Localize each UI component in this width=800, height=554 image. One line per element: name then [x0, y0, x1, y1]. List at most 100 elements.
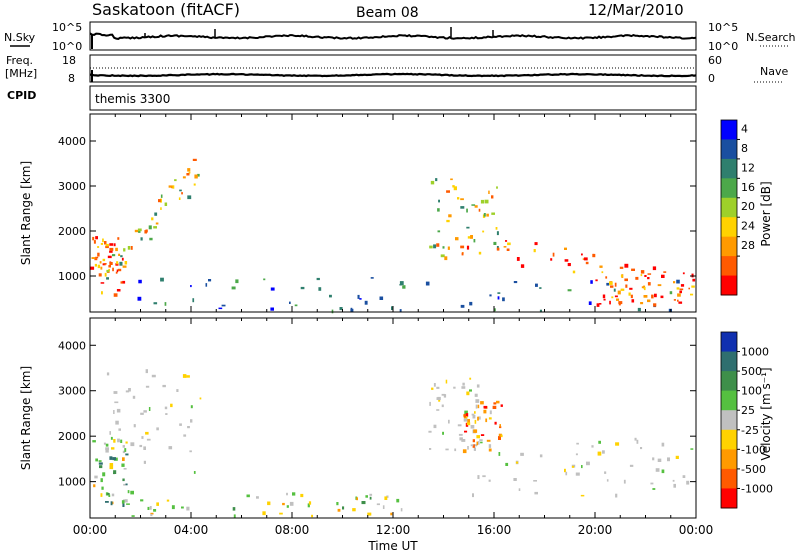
echo-cell [95, 256, 99, 259]
colorbar-tick-label: 1000 [741, 346, 769, 359]
echo-cell [149, 237, 153, 241]
echo-cell [146, 438, 151, 441]
echo-cell [165, 413, 168, 415]
echo-cell [611, 296, 614, 299]
echo-cell [615, 442, 620, 446]
echo-cell [498, 452, 501, 456]
echo-cell [602, 294, 606, 299]
echo-cell [350, 307, 353, 310]
echo-cell [123, 248, 126, 252]
echo-cell [469, 301, 473, 306]
echo-cell [109, 456, 113, 460]
echo-cell [90, 266, 95, 270]
echo-cell [337, 508, 341, 512]
echo-cell [102, 238, 104, 243]
echo-cell [595, 279, 598, 282]
echo-cell [677, 299, 679, 302]
echo-cell [453, 386, 456, 389]
echo-cell [445, 448, 449, 451]
velocity-plot-area [90, 318, 696, 518]
echo-cell [460, 245, 465, 249]
echo-cell [447, 246, 450, 250]
echo-cell [95, 236, 98, 240]
echo-cell [139, 444, 143, 448]
echo-cell [179, 423, 182, 426]
echo-cell [539, 287, 542, 289]
echo-cell [492, 405, 497, 409]
x-tick-label: 00:00 [73, 523, 108, 537]
colorbar-segment [721, 236, 737, 257]
colorbar-tick-label: 100 [741, 385, 762, 398]
echo-cell [168, 185, 173, 188]
echo-cell [461, 252, 464, 256]
echo-cell [672, 479, 675, 482]
echo-cell [474, 411, 476, 414]
echo-cell [197, 173, 200, 177]
echo-cell [460, 206, 465, 209]
echo-cell [307, 503, 310, 508]
echo-cell [679, 288, 684, 291]
echo-cell [591, 445, 594, 448]
noise-right-tick-top: 10^5 [708, 21, 738, 34]
echo-cell [402, 285, 406, 289]
x-tick-label: 20:00 [578, 523, 613, 537]
echo-cell [605, 276, 608, 279]
echo-cell [534, 242, 538, 246]
echo-cell [437, 208, 440, 212]
y-tick-label: 4000 [58, 339, 86, 352]
echo-cell [673, 299, 676, 301]
echo-cell [391, 306, 394, 310]
echo-cell [471, 204, 476, 206]
echo-cell [460, 198, 464, 201]
echo-cell [679, 290, 682, 294]
echo-cell [610, 285, 614, 288]
echo-cell [477, 441, 480, 445]
echo-cell [669, 291, 673, 295]
colorbar-tick-label: -100 [741, 443, 766, 456]
echo-cell [647, 277, 650, 280]
echo-cell [494, 421, 497, 425]
echo-cell [609, 281, 613, 285]
echo-cell [127, 246, 131, 250]
station-title: Saskatoon (fitACF) [92, 0, 240, 19]
echo-cell [109, 431, 111, 435]
echo-cell [614, 295, 618, 298]
echo-cell [437, 396, 441, 400]
echo-cell [471, 413, 475, 416]
echo-cell [688, 287, 690, 290]
echo-cell [104, 241, 107, 245]
echo-cell [431, 387, 434, 390]
echo-cell [143, 446, 146, 450]
echo-cell [614, 282, 617, 287]
echo-cell [488, 448, 492, 452]
colorbar-segment [721, 390, 737, 411]
echo-cell [116, 269, 119, 273]
echo-cell [112, 267, 114, 272]
echo-cell [148, 225, 152, 230]
power-x-ticks [89, 114, 697, 312]
colorbar-frame [720, 119, 738, 296]
echo-cell [170, 403, 173, 408]
echo-cell [117, 438, 120, 443]
echo-cell [466, 422, 471, 426]
echo-cell [598, 440, 601, 444]
echo-cell [107, 255, 112, 259]
echo-cell [572, 270, 576, 274]
echo-cell [160, 194, 163, 198]
echo-cell [571, 465, 575, 468]
echo-cell [162, 384, 166, 388]
echo-cell [357, 294, 360, 299]
velocity-panel: 1000 2000 3000 4000 00:00 04:00 08:00 12:00 16:… [19, 317, 773, 553]
echo-cell [109, 465, 114, 470]
echo-cell [480, 199, 484, 204]
echo-cell [444, 256, 448, 261]
echo-cell [463, 418, 468, 422]
echo-cell [647, 273, 652, 275]
y-tick-label: 1000 [58, 270, 86, 283]
echo-cell [581, 465, 583, 469]
echo-cell [686, 480, 690, 485]
echo-cell [474, 393, 478, 397]
echo-cell [651, 294, 654, 299]
echo-cell [109, 247, 114, 251]
echo-cell [467, 446, 469, 450]
